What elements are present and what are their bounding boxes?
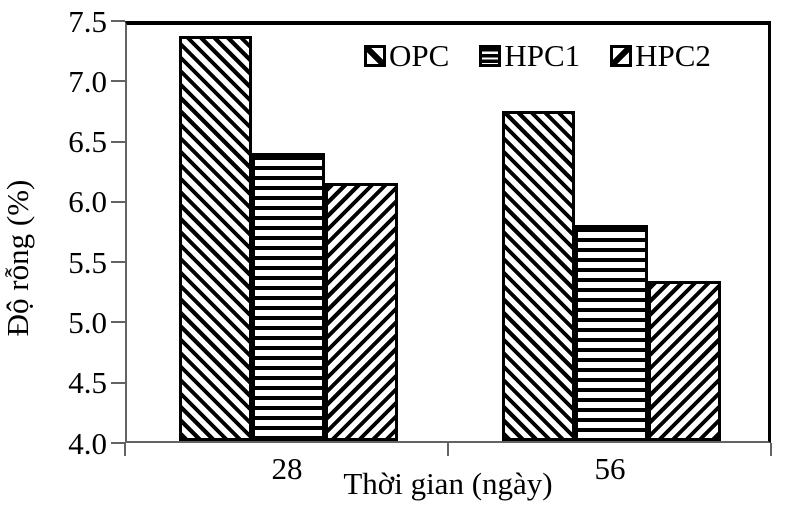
legend-label-opc: OPC [389,38,450,73]
x-category-label-28: 28 [271,451,303,486]
bar-hpc1-56 [575,225,648,441]
x-tick-mark [124,443,126,456]
legend-marker-horizontal-icon [479,44,502,67]
x-tick-mark [770,443,772,456]
y-tick-mark [111,141,125,143]
bar-hpc2-28 [325,183,398,441]
legend: OPC HPC1 HPC2 [364,40,711,71]
legend-label-hpc2: HPC2 [635,38,711,73]
x-axis-title: Thời gian (ngày) [343,466,553,501]
y-axis-title: Độ rỗng (%) [0,179,35,337]
y-tick-label: 6.0 [68,184,107,219]
y-tick-mark [111,20,125,22]
legend-marker-diagonal-down-icon [364,44,386,67]
bar-hpc1-28 [252,153,325,441]
legend-item-hpc2: HPC2 [610,40,711,71]
legend-item-opc: OPC [364,40,449,71]
y-tick-label: 4.5 [68,365,107,400]
y-tick-label: 4.0 [68,426,107,461]
legend-label-hpc1: HPC1 [504,38,581,73]
legend-marker-diagonal-up-icon [610,44,633,67]
bar-opc-28 [179,36,252,441]
y-tick-mark [111,201,125,203]
legend-item-hpc1: HPC1 [479,40,580,71]
y-tick-label: 5.0 [68,305,107,340]
y-tick-mark [111,261,125,263]
y-tick-mark [111,321,125,323]
plot-area: OPC HPC1 HPC2 [125,21,771,443]
x-category-label-56: 56 [594,451,626,486]
y-tick-label: 7.0 [68,64,107,99]
y-tick-mark [111,382,125,384]
y-tick-label: 6.5 [68,124,107,159]
y-tick-mark [111,442,125,444]
x-tick-mark [447,443,449,456]
bar-opc-56 [502,111,575,441]
y-tick-label: 7.5 [68,4,107,39]
bar-hpc2-56 [648,281,721,441]
y-tick-label: 5.5 [68,245,107,280]
y-tick-mark [111,80,125,82]
